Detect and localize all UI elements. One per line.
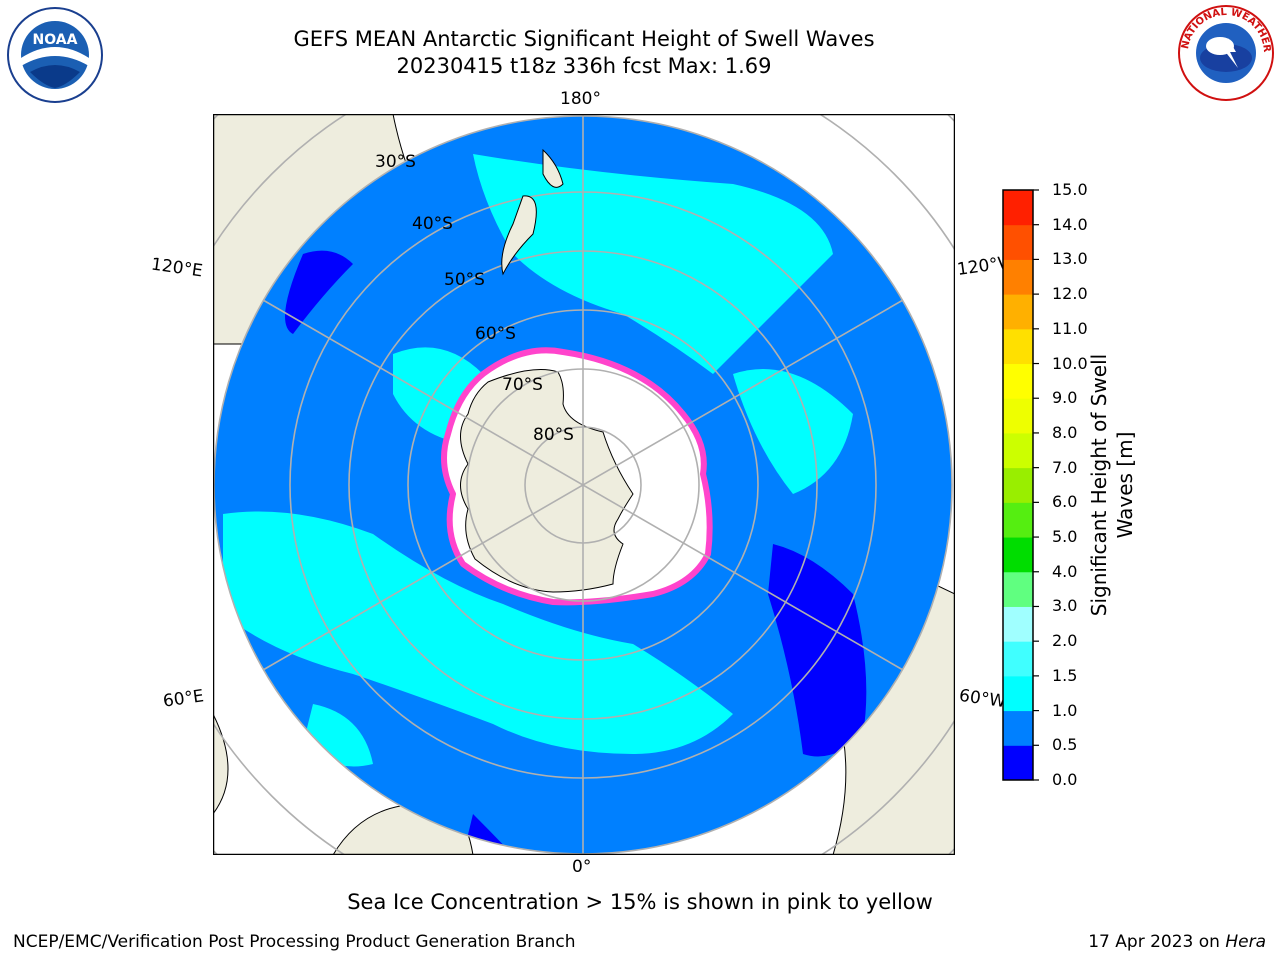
lat-label-80s: 80°S — [533, 425, 574, 445]
colorbar-bin — [1003, 259, 1033, 295]
colorbar-bin — [1003, 710, 1033, 746]
colorbar-bin — [1003, 190, 1033, 226]
new-zealand-land — [542, 148, 564, 188]
colorbar-bin — [1003, 363, 1033, 399]
antarctica-land — [460, 369, 634, 593]
colorbar-tick-label: 6.0 — [1052, 492, 1078, 512]
lon-label-180: 180° — [560, 89, 601, 109]
colorbar-tick-label: 0.0 — [1052, 770, 1078, 789]
lat-label-50s: 50°S — [444, 270, 485, 290]
polar-map: 30°S 40°S 50°S 60°S 70°S 80°S — [213, 114, 955, 855]
lat-label-40s: 40°S — [412, 214, 453, 234]
colorbar-tick-label: 15.0 — [1052, 180, 1088, 199]
colorbar-tick-label: 9.0 — [1052, 388, 1078, 408]
lat-label-60s: 60°S — [475, 324, 516, 344]
colorbar-title-line2: Waves [m] — [1113, 431, 1137, 539]
colorbar-bin — [1003, 432, 1033, 469]
colorbar-tick-label: 8.0 — [1052, 422, 1078, 442]
colorbar-bin — [1003, 537, 1033, 573]
colorbar-bin — [1003, 606, 1033, 642]
colorbar-bin — [1003, 502, 1033, 538]
colorbar-bin — [1003, 745, 1033, 781]
colorbar-tick-label: 13.0 — [1052, 249, 1088, 269]
colorbar-tick-label: 2.0 — [1052, 631, 1078, 651]
colorbar-tick-label: 10.0 — [1052, 353, 1088, 373]
chart-title-line2: 20230415 t18z 336h fcst Max: 1.69 — [396, 54, 772, 78]
colorbar-tick-label: 0.5 — [1052, 735, 1078, 755]
colorbar-bin — [1003, 224, 1033, 260]
noaa-logo: NOAA — [6, 6, 104, 108]
lon-label-120e: 120°E — [149, 254, 204, 282]
colorbar-title: Significant Height of Swell Waves [m] — [1086, 305, 1146, 665]
sea-ice-note: Sea Ice Concentration > 15% is shown in … — [347, 890, 933, 914]
colorbar-bin — [1003, 571, 1033, 607]
colorbar-bin — [1003, 328, 1033, 365]
colorbar-bin — [1003, 675, 1033, 712]
colorbar-bin — [1003, 641, 1033, 677]
colorbar-bin — [1003, 294, 1033, 330]
noaa-logo-text: NOAA — [33, 32, 78, 48]
footer-branch: NCEP/EMC/Verification Post Processing Pr… — [13, 932, 576, 952]
colorbar-tick-label: 3.0 — [1052, 596, 1078, 616]
colorbar-tick-label: 11.0 — [1052, 318, 1088, 338]
colorbar-tick-label: 1.0 — [1052, 700, 1078, 720]
lat-label-70s: 70°S — [502, 375, 543, 395]
footer-host: Hera — [1225, 932, 1266, 952]
chart-title-line1: GEFS MEAN Antarctic Significant Height o… — [293, 27, 875, 51]
nws-logo: NATIONAL WEATHER SERVICE — [1172, 0, 1276, 106]
colorbar-tick-label: 14.0 — [1052, 214, 1088, 234]
colorbar-bin — [1003, 398, 1033, 434]
colorbar-tick-label: 5.0 — [1052, 527, 1078, 547]
colorbar-border — [1002, 189, 1034, 781]
lon-label-60w: 60°W — [957, 685, 1008, 713]
madagascar-land — [213, 713, 229, 815]
colorbar-title-line1: Significant Height of Swell — [1087, 353, 1111, 617]
footer-date: 17 Apr 2023 on Hera — [1088, 932, 1266, 952]
colorbar-bin — [1003, 467, 1033, 503]
colorbar-tick-label: 7.0 — [1052, 457, 1078, 477]
lat-label-30s: 30°S — [375, 152, 416, 172]
colorbar — [1002, 188, 1042, 786]
lon-label-0: 0° — [572, 857, 592, 877]
lon-label-60e: 60°E — [161, 686, 206, 712]
colorbar-tick-label: 4.0 — [1052, 561, 1078, 581]
colorbar-tick-label: 1.5 — [1052, 665, 1078, 685]
colorbar-tick-label: 12.0 — [1052, 284, 1088, 304]
footer-date-text: 17 Apr 2023 on — [1088, 932, 1226, 952]
